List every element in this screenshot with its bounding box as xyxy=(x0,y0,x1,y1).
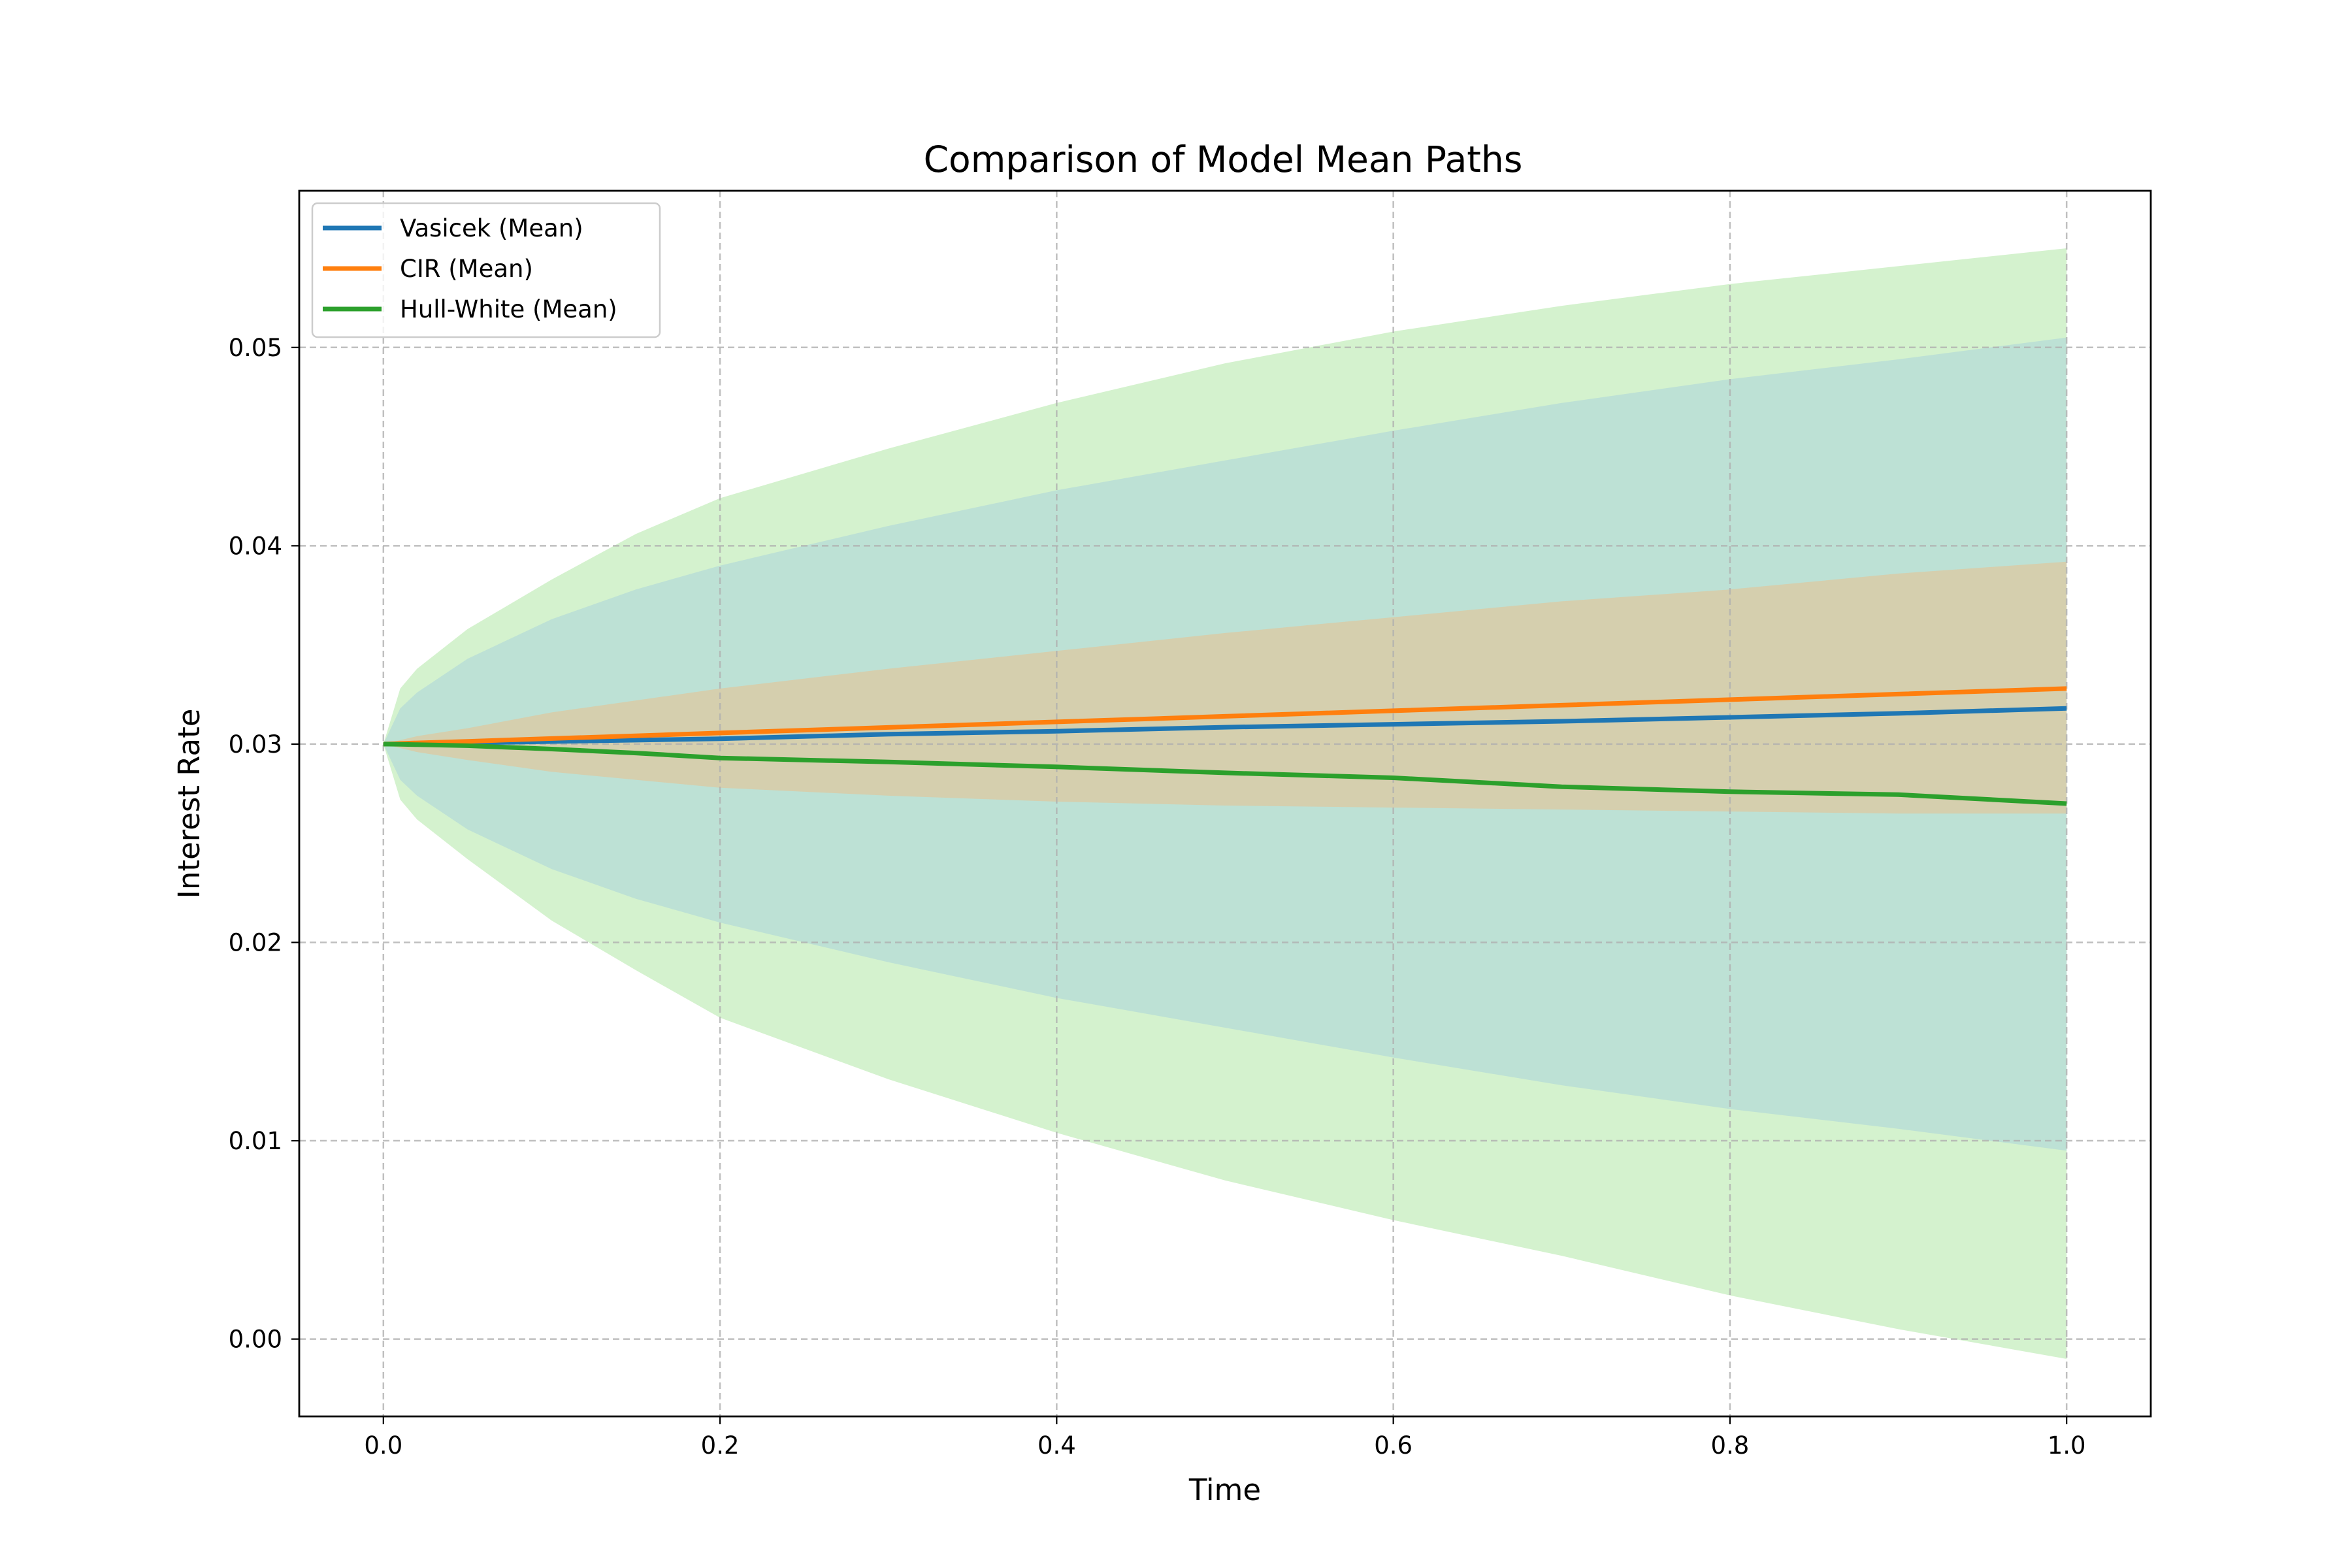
band-1 xyxy=(383,561,2067,814)
band-2 xyxy=(383,248,2067,1359)
x-tick-label: 0.4 xyxy=(1037,1431,1076,1460)
y-tick-label: 0.04 xyxy=(229,532,282,560)
legend: Vasicek (Mean) CIR (Mean) Hull-White (Mean… xyxy=(311,202,661,338)
y-tick-label: 0.02 xyxy=(229,928,282,956)
legend-label-2: Hull-White (Mean) xyxy=(400,295,617,323)
x-tick-label: 0.8 xyxy=(1710,1431,1749,1460)
chart-title: Comparison of Model Mean Paths xyxy=(924,139,1523,180)
axis-ticks: 0.0 0.2 0.4 0.6 0.8 1.0 0.00 0.01 0.02 0.03 0.04 0.… xyxy=(229,334,2086,1460)
x-tick-label: 1.0 xyxy=(2048,1431,2086,1460)
y-tick-label: 0.03 xyxy=(229,730,282,759)
y-tick-label: 0.01 xyxy=(229,1127,282,1155)
grid-lines xyxy=(299,191,2151,1416)
series-line-1 xyxy=(383,686,2067,747)
x-axis-label: Time xyxy=(1188,1473,1261,1507)
y-axis-label: Interest Rate xyxy=(172,709,206,899)
legend-label-0: Vasicek (Mean) xyxy=(400,214,583,242)
x-tick-label: 0.2 xyxy=(701,1431,740,1460)
mean-lines xyxy=(383,686,2067,806)
y-tick-label: 0.05 xyxy=(229,334,282,362)
x-tick-label: 0.0 xyxy=(364,1431,402,1460)
legend-label-1: CIR (Mean) xyxy=(400,255,533,283)
series-line-2 xyxy=(383,742,2067,806)
x-tick-label: 0.6 xyxy=(1374,1431,1413,1460)
plot-frame xyxy=(298,189,2152,1418)
y-tick-label: 0.00 xyxy=(229,1326,282,1354)
legend-box xyxy=(311,202,661,338)
